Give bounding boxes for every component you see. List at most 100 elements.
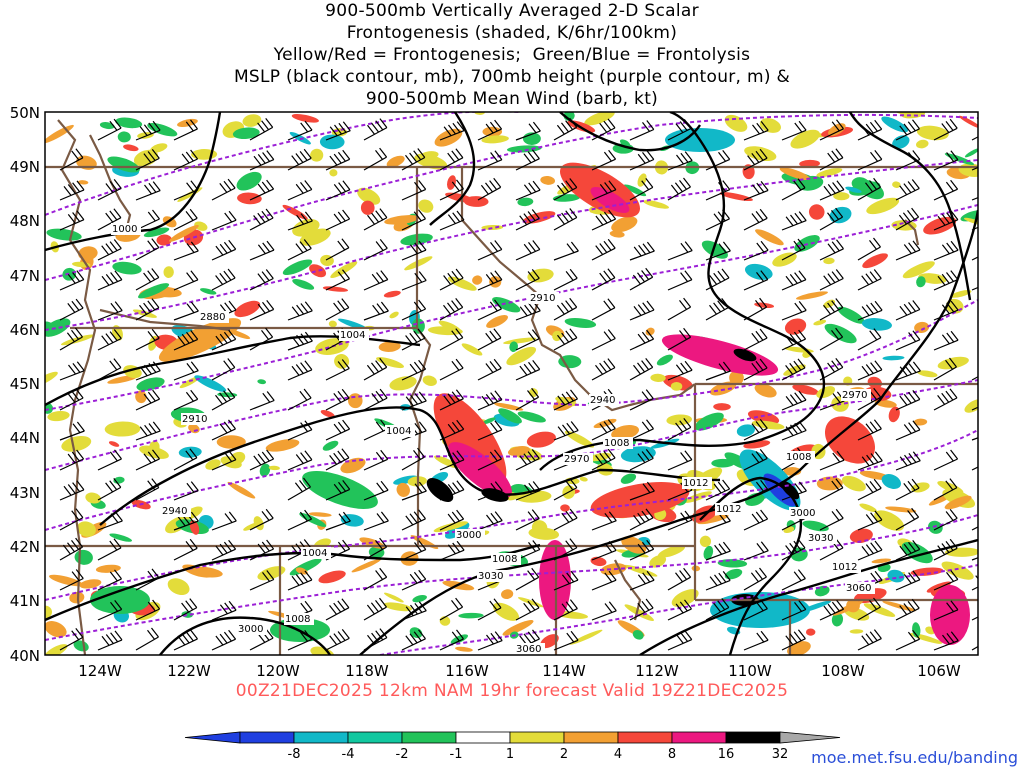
wind-barb-icon bbox=[743, 270, 769, 291]
wind-barb-icon bbox=[249, 327, 274, 351]
shading-blob bbox=[472, 275, 483, 285]
wind-barb-icon bbox=[401, 447, 425, 471]
wind-barb-icon bbox=[705, 150, 731, 171]
wind-barb-icon bbox=[819, 327, 844, 351]
wind-barb-icon bbox=[933, 570, 959, 591]
wind-barb-icon bbox=[667, 151, 693, 171]
wind-barb-icon bbox=[515, 567, 540, 591]
wind-barb-icon bbox=[97, 478, 122, 501]
wind-barb-icon bbox=[553, 389, 578, 411]
wind-barb-icon bbox=[59, 148, 84, 171]
wind-barb-icon bbox=[819, 478, 844, 501]
source-credit: moe.met.fsu.edu/banding bbox=[811, 748, 1018, 767]
shading-blob bbox=[167, 578, 190, 596]
wind-barb-icon bbox=[591, 268, 616, 291]
shading-blob bbox=[916, 139, 929, 149]
wind-barb-icon bbox=[287, 388, 312, 411]
wind-barb-icon bbox=[59, 298, 84, 321]
shading-blob bbox=[216, 435, 246, 449]
wind-barb-icon bbox=[325, 121, 351, 141]
shading-blob bbox=[319, 134, 345, 150]
wind-barb-icon bbox=[515, 301, 541, 321]
wind-barb-icon bbox=[933, 509, 958, 531]
shading-blob bbox=[643, 200, 670, 209]
shading-blob bbox=[383, 602, 413, 612]
wind-barb-icon bbox=[819, 269, 844, 291]
wind-barb-icon bbox=[819, 119, 844, 141]
wind-barb-icon bbox=[857, 540, 883, 561]
shading-blob bbox=[564, 430, 595, 448]
shading-blob bbox=[531, 520, 548, 535]
shading-blob bbox=[227, 481, 256, 499]
shading-blob bbox=[492, 297, 521, 313]
lat-label: 41N bbox=[10, 592, 40, 610]
shading-blob bbox=[179, 376, 200, 389]
shading-blob bbox=[816, 386, 836, 399]
wind-barb-icon bbox=[591, 180, 617, 201]
mslp-label: 1008 bbox=[786, 452, 811, 463]
shading-blob bbox=[237, 192, 262, 205]
shading-blob bbox=[799, 159, 821, 168]
shading-blob bbox=[481, 135, 509, 144]
shading-blob bbox=[90, 586, 150, 614]
shading-blob bbox=[913, 418, 928, 426]
colorbar-tick-label: -2 bbox=[396, 747, 409, 762]
shading-blob bbox=[552, 194, 581, 202]
shading-blob bbox=[859, 503, 877, 512]
shading-blob bbox=[73, 640, 89, 652]
wind-barb-icon bbox=[211, 358, 236, 381]
wind-barb-icon bbox=[553, 117, 578, 141]
shading-blob bbox=[320, 410, 335, 418]
wind-barb-icon bbox=[895, 478, 920, 501]
shading-blob bbox=[590, 482, 690, 518]
lon-label: 120W bbox=[256, 662, 300, 680]
wind-barb-icon bbox=[363, 357, 388, 381]
lon-label: 124W bbox=[78, 662, 122, 680]
height-label: 2910 bbox=[530, 293, 555, 304]
shading-blob bbox=[650, 373, 666, 382]
colorbar-swatch bbox=[671, 731, 727, 744]
wind-barb-icon bbox=[591, 118, 616, 141]
wind-barb-icon bbox=[705, 209, 730, 231]
shading-blob bbox=[383, 290, 401, 298]
wind-barb-icon bbox=[895, 390, 921, 411]
shading-blob bbox=[482, 417, 496, 425]
shading-blob bbox=[47, 410, 70, 422]
wind-barb-icon bbox=[781, 538, 806, 561]
wind-barb-icon bbox=[971, 226, 978, 231]
wind-barb-icon bbox=[629, 241, 655, 261]
wind-barb-icon bbox=[895, 179, 920, 201]
shading-blob bbox=[666, 414, 693, 426]
height-label: 3030 bbox=[808, 533, 833, 544]
shading-blob bbox=[378, 341, 401, 352]
wind-barb-icon bbox=[743, 479, 769, 501]
wind-barb-icon bbox=[553, 599, 578, 621]
shading-blob bbox=[143, 227, 170, 238]
wind-barb-icon bbox=[781, 238, 806, 261]
wind-barb-icon bbox=[971, 286, 978, 291]
lon-label: 112W bbox=[635, 662, 679, 680]
lon-label: 122W bbox=[167, 662, 211, 680]
wind-barb-icon bbox=[515, 449, 540, 471]
wind-barb-icon bbox=[59, 628, 84, 651]
wind-barb-icon bbox=[591, 601, 617, 621]
shading-blob bbox=[564, 317, 597, 328]
wind-barb-icon bbox=[971, 616, 978, 621]
shading-blob bbox=[503, 337, 537, 345]
lat-label: 46N bbox=[10, 321, 40, 339]
shading-blob bbox=[61, 435, 92, 452]
shading-blob bbox=[950, 290, 972, 298]
wind-barb-icon bbox=[781, 178, 806, 201]
wind-barb-icon bbox=[439, 179, 464, 201]
shading-blob bbox=[45, 621, 67, 638]
shading-blob bbox=[46, 228, 82, 241]
wind-barb-icon bbox=[59, 569, 84, 591]
colorbar-tick-label: -1 bbox=[450, 747, 463, 762]
wind-barb-icon bbox=[933, 388, 958, 411]
shading-blob bbox=[85, 492, 101, 504]
wind-barb-icon bbox=[173, 149, 199, 171]
shading-blob bbox=[703, 545, 714, 560]
shading-blob bbox=[107, 156, 140, 173]
colorbar-low-end bbox=[184, 731, 241, 744]
